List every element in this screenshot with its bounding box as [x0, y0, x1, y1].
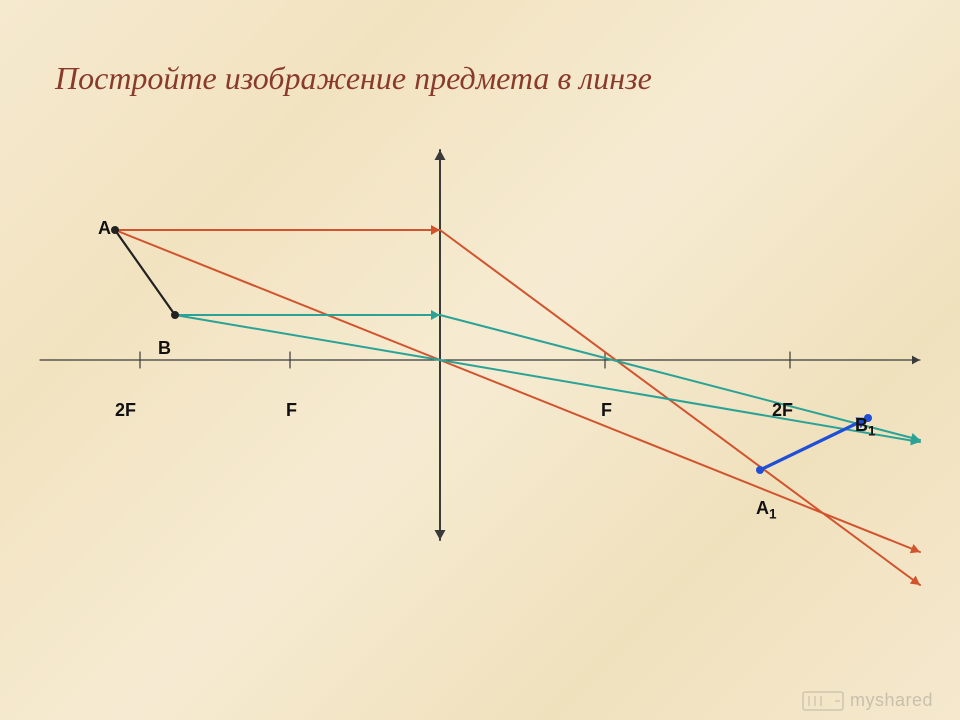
axis-label-0: 2F — [115, 400, 136, 421]
diagram-title: Постройте изображение предмета в линзе — [55, 60, 652, 97]
point-label-A: A — [98, 218, 111, 239]
axis-label-1: F — [286, 400, 297, 421]
watermark-text: myshared — [850, 690, 933, 711]
point-label-A1: A1 — [756, 498, 777, 522]
axis-label-2: F — [601, 400, 612, 421]
lens-ray-diagram — [0, 0, 960, 720]
point-label-B: B — [158, 338, 171, 359]
point-label-B1: B1 — [855, 415, 876, 439]
axis-label-3: 2F — [772, 400, 793, 421]
